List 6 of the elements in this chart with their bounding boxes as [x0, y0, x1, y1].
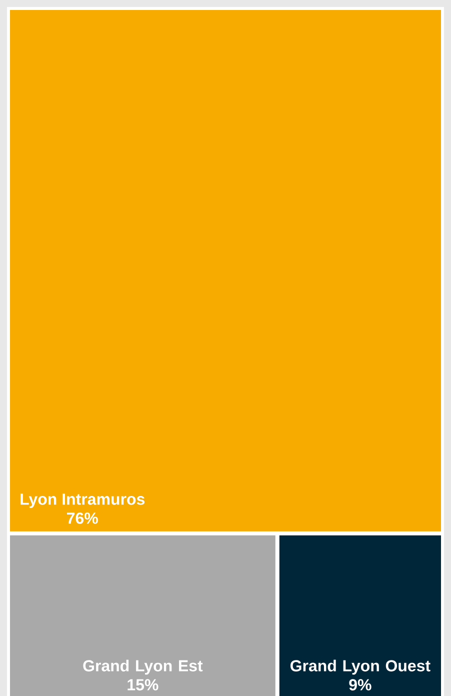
data-label: 15% [128, 679, 158, 690]
category-label: Lyon Intramuros [20, 494, 144, 508]
data-label: 76% [67, 512, 98, 524]
data-label: 9% [349, 679, 372, 690]
category-label: Grand Lyon Est [83, 660, 203, 675]
category-label: Grand Lyon Ouest [290, 660, 430, 675]
